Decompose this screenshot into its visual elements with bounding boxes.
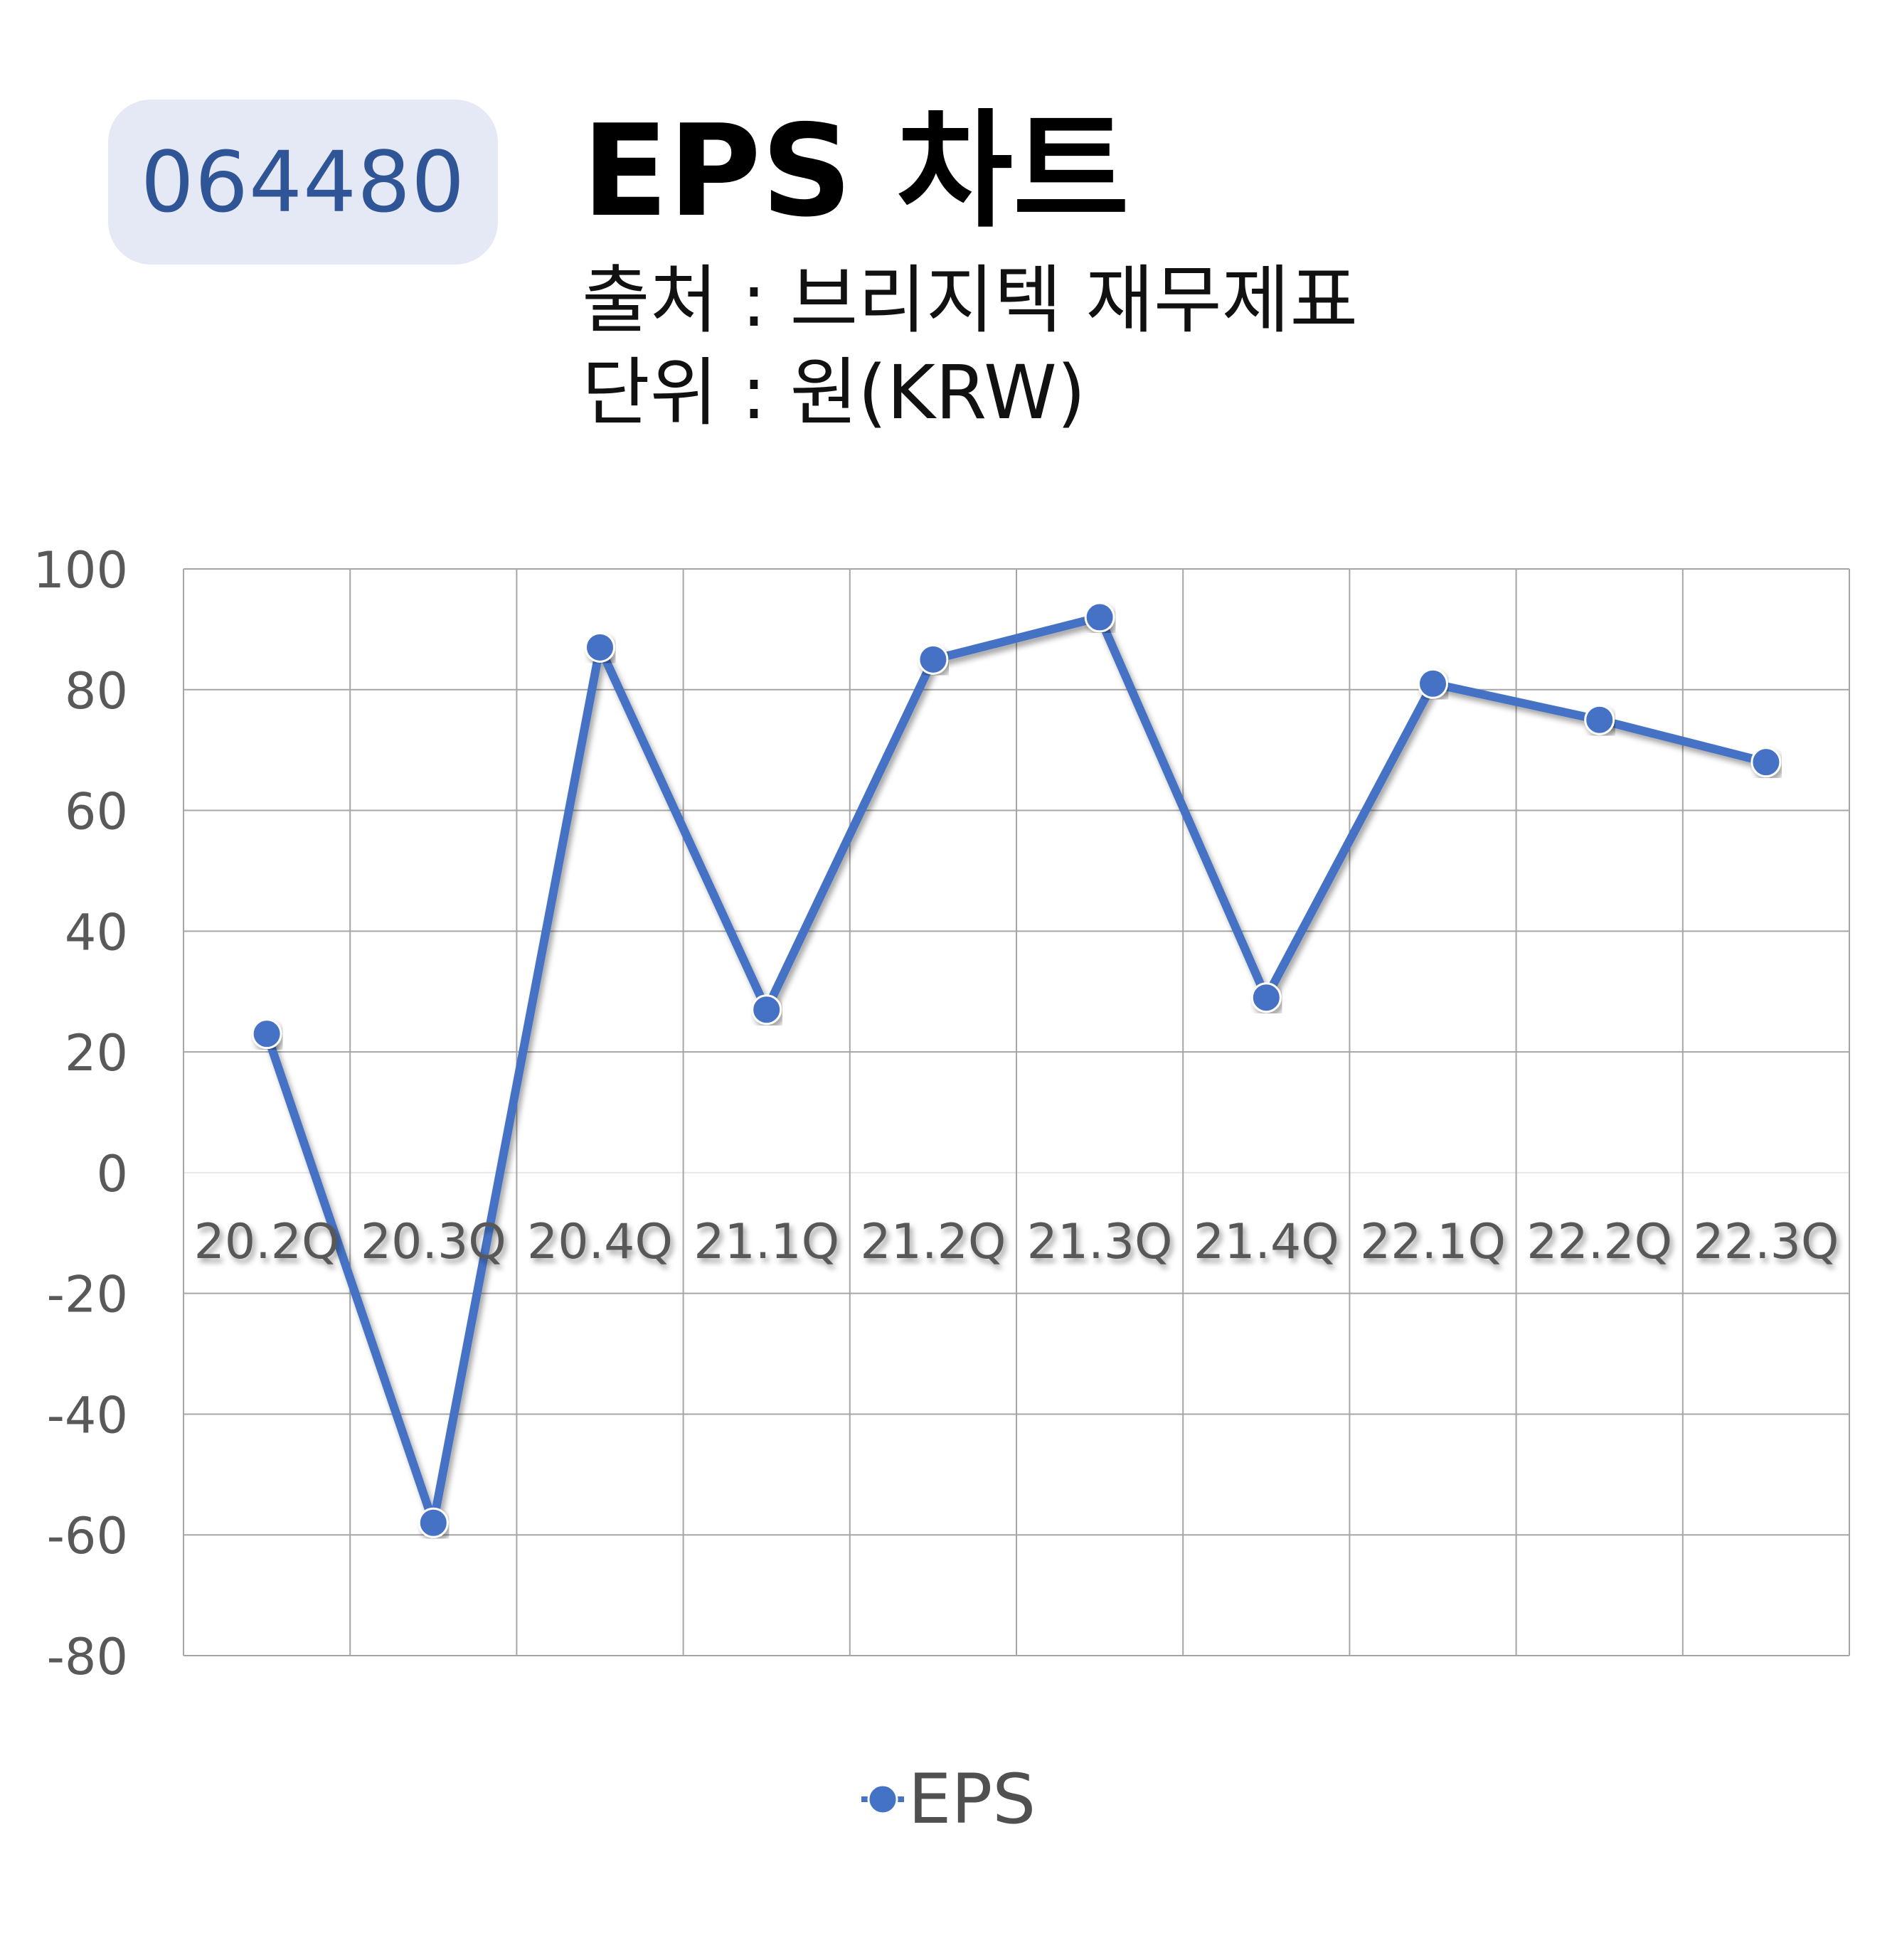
ticker-badge: 064480 (108, 100, 498, 265)
y-tick-label: -20 (47, 1266, 128, 1324)
legend: EPS (0, 1757, 1897, 1842)
chart-title: EPS 차트 (582, 97, 1130, 245)
x-tick-label: 21.3Q (1027, 1214, 1173, 1270)
ticker-code: 064480 (140, 133, 466, 231)
y-tick-label: 80 (65, 662, 128, 720)
x-tick-label: 22.1Q (1360, 1214, 1506, 1270)
grid-lines (183, 568, 1850, 1656)
data-point (251, 1018, 282, 1050)
data-point (1750, 747, 1782, 778)
x-tick-label: 20.3Q (361, 1214, 506, 1270)
data-point (1584, 704, 1615, 735)
y-tick-label: 40 (65, 903, 128, 962)
y-tick-label: 100 (33, 541, 128, 600)
x-tick-label: 20.2Q (194, 1214, 340, 1270)
data-point (751, 994, 782, 1026)
x-axis-ticks: 20.2Q 20.3Q 20.4Q 21.1Q 21.2Q 21.3Q 21.4Q 22.1Q… (194, 1214, 1839, 1270)
y-tick-label: -80 (47, 1628, 128, 1686)
legend-marker-icon (861, 1778, 904, 1821)
data-point (1250, 982, 1282, 1013)
data-point (1084, 602, 1115, 633)
unit-label: 단위 : 원(KRW) (582, 349, 1086, 436)
legend-label-eps: EPS (908, 1759, 1036, 1839)
series-line (262, 612, 1770, 1528)
data-point (918, 644, 949, 675)
x-tick-label: 21.1Q (694, 1214, 839, 1270)
y-tick-label: -60 (47, 1507, 128, 1565)
y-tick-label: 0 (96, 1145, 128, 1203)
source-label: 출처 : 브리지텍 재무제표 (582, 257, 1359, 343)
data-point (585, 632, 615, 663)
x-tick-label: 22.2Q (1526, 1214, 1672, 1270)
x-tick-label: 21.4Q (1194, 1214, 1339, 1270)
y-tick-label: 60 (65, 783, 128, 841)
y-tick-label: 20 (65, 1024, 128, 1082)
data-point (1418, 668, 1448, 699)
series-eps (251, 602, 1782, 1538)
x-tick-label: 22.3Q (1693, 1214, 1839, 1270)
x-tick-label: 20.4Q (527, 1214, 673, 1270)
y-tick-label: -40 (47, 1386, 128, 1444)
y-axis-ticks: 100 80 60 40 20 0 -20 -40 -60 -80 (33, 541, 128, 1686)
x-tick-label: 21.2Q (860, 1214, 1006, 1270)
data-point (418, 1507, 449, 1538)
